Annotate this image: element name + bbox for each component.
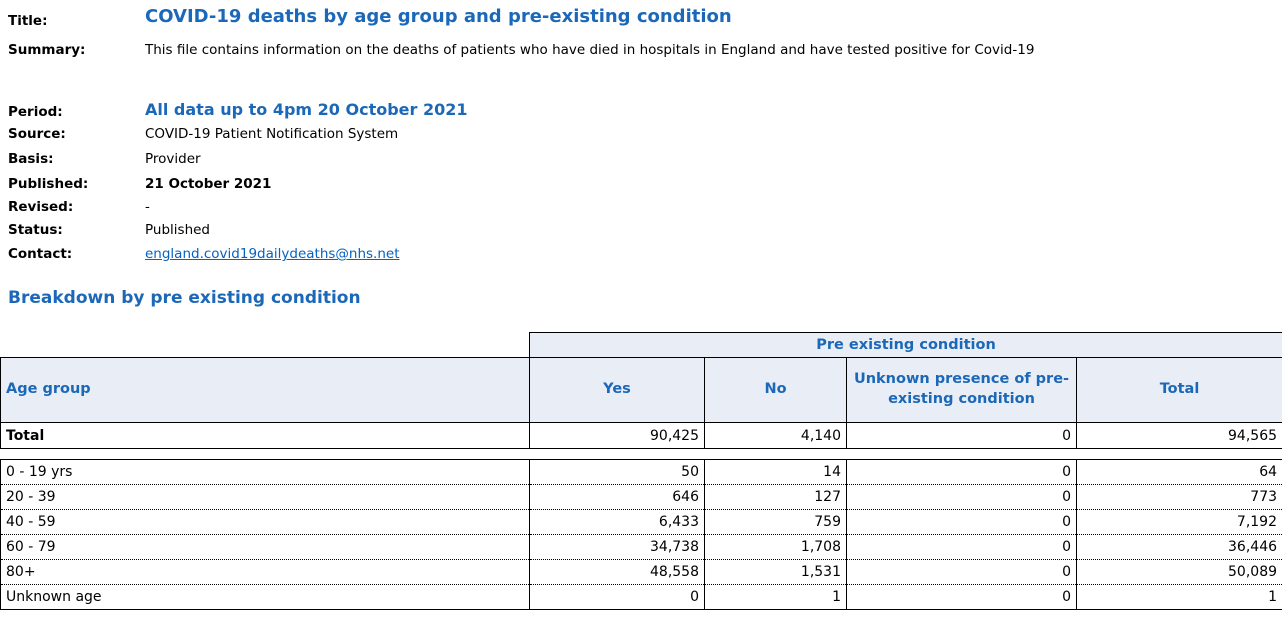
- spacer-row: [0, 448, 1282, 460]
- col-header-total: Total: [1075, 357, 1282, 423]
- contact-label: Contact:: [8, 246, 73, 262]
- table-row: 80+ 48,558 1,531 0 50,089: [0, 559, 1282, 585]
- table-row: 20 - 39 646 127 0 773: [0, 484, 1282, 510]
- page-title: COVID-19 deaths by age group and pre-exi…: [145, 6, 732, 27]
- col-header-yes: Yes: [529, 357, 705, 423]
- published-value: 21 October 2021: [145, 176, 272, 192]
- age-group-cell: 20 - 39: [0, 484, 530, 510]
- source-label: Source:: [8, 126, 66, 142]
- col-header-age-group: Age group: [0, 357, 530, 423]
- table-row: Unknown age 0 1 0 1: [0, 584, 1282, 610]
- status-value: Published: [145, 222, 210, 238]
- unknown-cell: 0: [846, 559, 1077, 585]
- unknown-cell: 0: [846, 534, 1077, 560]
- summary-text: This file contains information on the de…: [145, 42, 1035, 58]
- period-value: All data up to 4pm 20 October 2021: [145, 100, 468, 119]
- age-group-cell: 0 - 19 yrs: [0, 459, 530, 485]
- total-cell: 1: [1075, 584, 1282, 610]
- yes-cell: 6,433: [529, 509, 705, 535]
- title-label: Title:: [8, 13, 48, 29]
- total-yes-cell: 90,425: [529, 422, 705, 449]
- no-cell: 1: [704, 584, 847, 610]
- age-group-cell: 40 - 59: [0, 509, 530, 535]
- published-label: Published:: [8, 176, 89, 192]
- no-cell: 127: [704, 484, 847, 510]
- total-cell: 773: [1075, 484, 1282, 510]
- table-row: 0 - 19 yrs 50 14 0 64: [0, 459, 1282, 485]
- no-cell: 759: [704, 509, 847, 535]
- total-row: Total 90,425 4,140 0 94,565: [0, 422, 1282, 449]
- banner-row: Pre existing condition: [1, 332, 1282, 358]
- revised-value: -: [145, 199, 150, 215]
- age-group-cell: Unknown age: [0, 584, 530, 610]
- total-total-cell: 94,565: [1075, 422, 1282, 449]
- summary-label: Summary:: [8, 42, 86, 58]
- total-cell: 50,089: [1075, 559, 1282, 585]
- revised-label: Revised:: [8, 199, 74, 215]
- total-no-cell: 4,140: [704, 422, 847, 449]
- age-group-cell: 80+: [0, 559, 530, 585]
- yes-cell: 34,738: [529, 534, 705, 560]
- contact-email-link[interactable]: england.covid19dailydeaths@nhs.net: [145, 246, 400, 262]
- yes-cell: 48,558: [529, 559, 705, 585]
- col-header-no: No: [704, 357, 847, 423]
- total-cell: 36,446: [1075, 534, 1282, 560]
- yes-cell: 50: [529, 459, 705, 485]
- unknown-cell: 0: [846, 484, 1077, 510]
- total-cell: 7,192: [1075, 509, 1282, 535]
- source-value: COVID-19 Patient Notification System: [145, 126, 399, 142]
- breakdown-table: Pre existing condition Age group Yes No …: [0, 332, 1282, 610]
- column-header-row: Age group Yes No Unknown presence of pre…: [0, 357, 1282, 423]
- period-label: Period:: [8, 104, 63, 120]
- yes-cell: 0: [529, 584, 705, 610]
- age-group-cell: 60 - 79: [0, 534, 530, 560]
- unknown-cell: 0: [846, 584, 1077, 610]
- basis-label: Basis:: [8, 151, 54, 167]
- unknown-cell: 0: [846, 509, 1077, 535]
- basis-value: Provider: [145, 151, 201, 167]
- table-row: 40 - 59 6,433 759 0 7,192: [0, 509, 1282, 535]
- no-cell: 14: [704, 459, 847, 485]
- section-heading: Breakdown by pre existing condition: [8, 288, 361, 308]
- corner-spacer-cell: [1, 333, 530, 358]
- col-header-unknown: Unknown presence of pre-existing conditi…: [846, 357, 1077, 423]
- table-row: 60 - 79 34,738 1,708 0 36,446: [0, 534, 1282, 560]
- yes-cell: 646: [529, 484, 705, 510]
- unknown-cell: 0: [846, 459, 1077, 485]
- total-cell: 64: [1075, 459, 1282, 485]
- total-label-cell: Total: [0, 422, 530, 449]
- total-unknown-cell: 0: [846, 422, 1077, 449]
- no-cell: 1,708: [704, 534, 847, 560]
- no-cell: 1,531: [704, 559, 847, 585]
- status-label: Status:: [8, 222, 63, 238]
- pre-existing-condition-banner: Pre existing condition: [528, 332, 1282, 358]
